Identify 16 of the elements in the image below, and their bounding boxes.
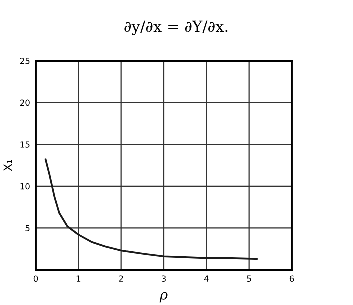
- y-tick-label: 20: [20, 100, 30, 106]
- y-tick-label: 5: [26, 225, 30, 232]
- x-tick-label: 0: [34, 276, 38, 282]
- y-axis-title: X₁: [4, 160, 12, 172]
- x-tick-label: 3: [162, 276, 166, 282]
- y-tick-label: 25: [20, 58, 30, 64]
- x-tick-label: 4: [204, 276, 209, 282]
- x-axis-title: ρ: [160, 292, 168, 303]
- x-tick-label: 1: [76, 276, 81, 282]
- y-tick-label: 15: [20, 142, 30, 148]
- x-tick-label: 2: [119, 276, 124, 282]
- x-tick-label: 5: [247, 276, 252, 282]
- y-tick-label: 10: [20, 183, 30, 190]
- line-series: [44, 158, 258, 260]
- x-tick-label: 6: [290, 276, 294, 282]
- chart-title: ∂y/∂x = ∂Y/∂x.: [124, 20, 228, 36]
